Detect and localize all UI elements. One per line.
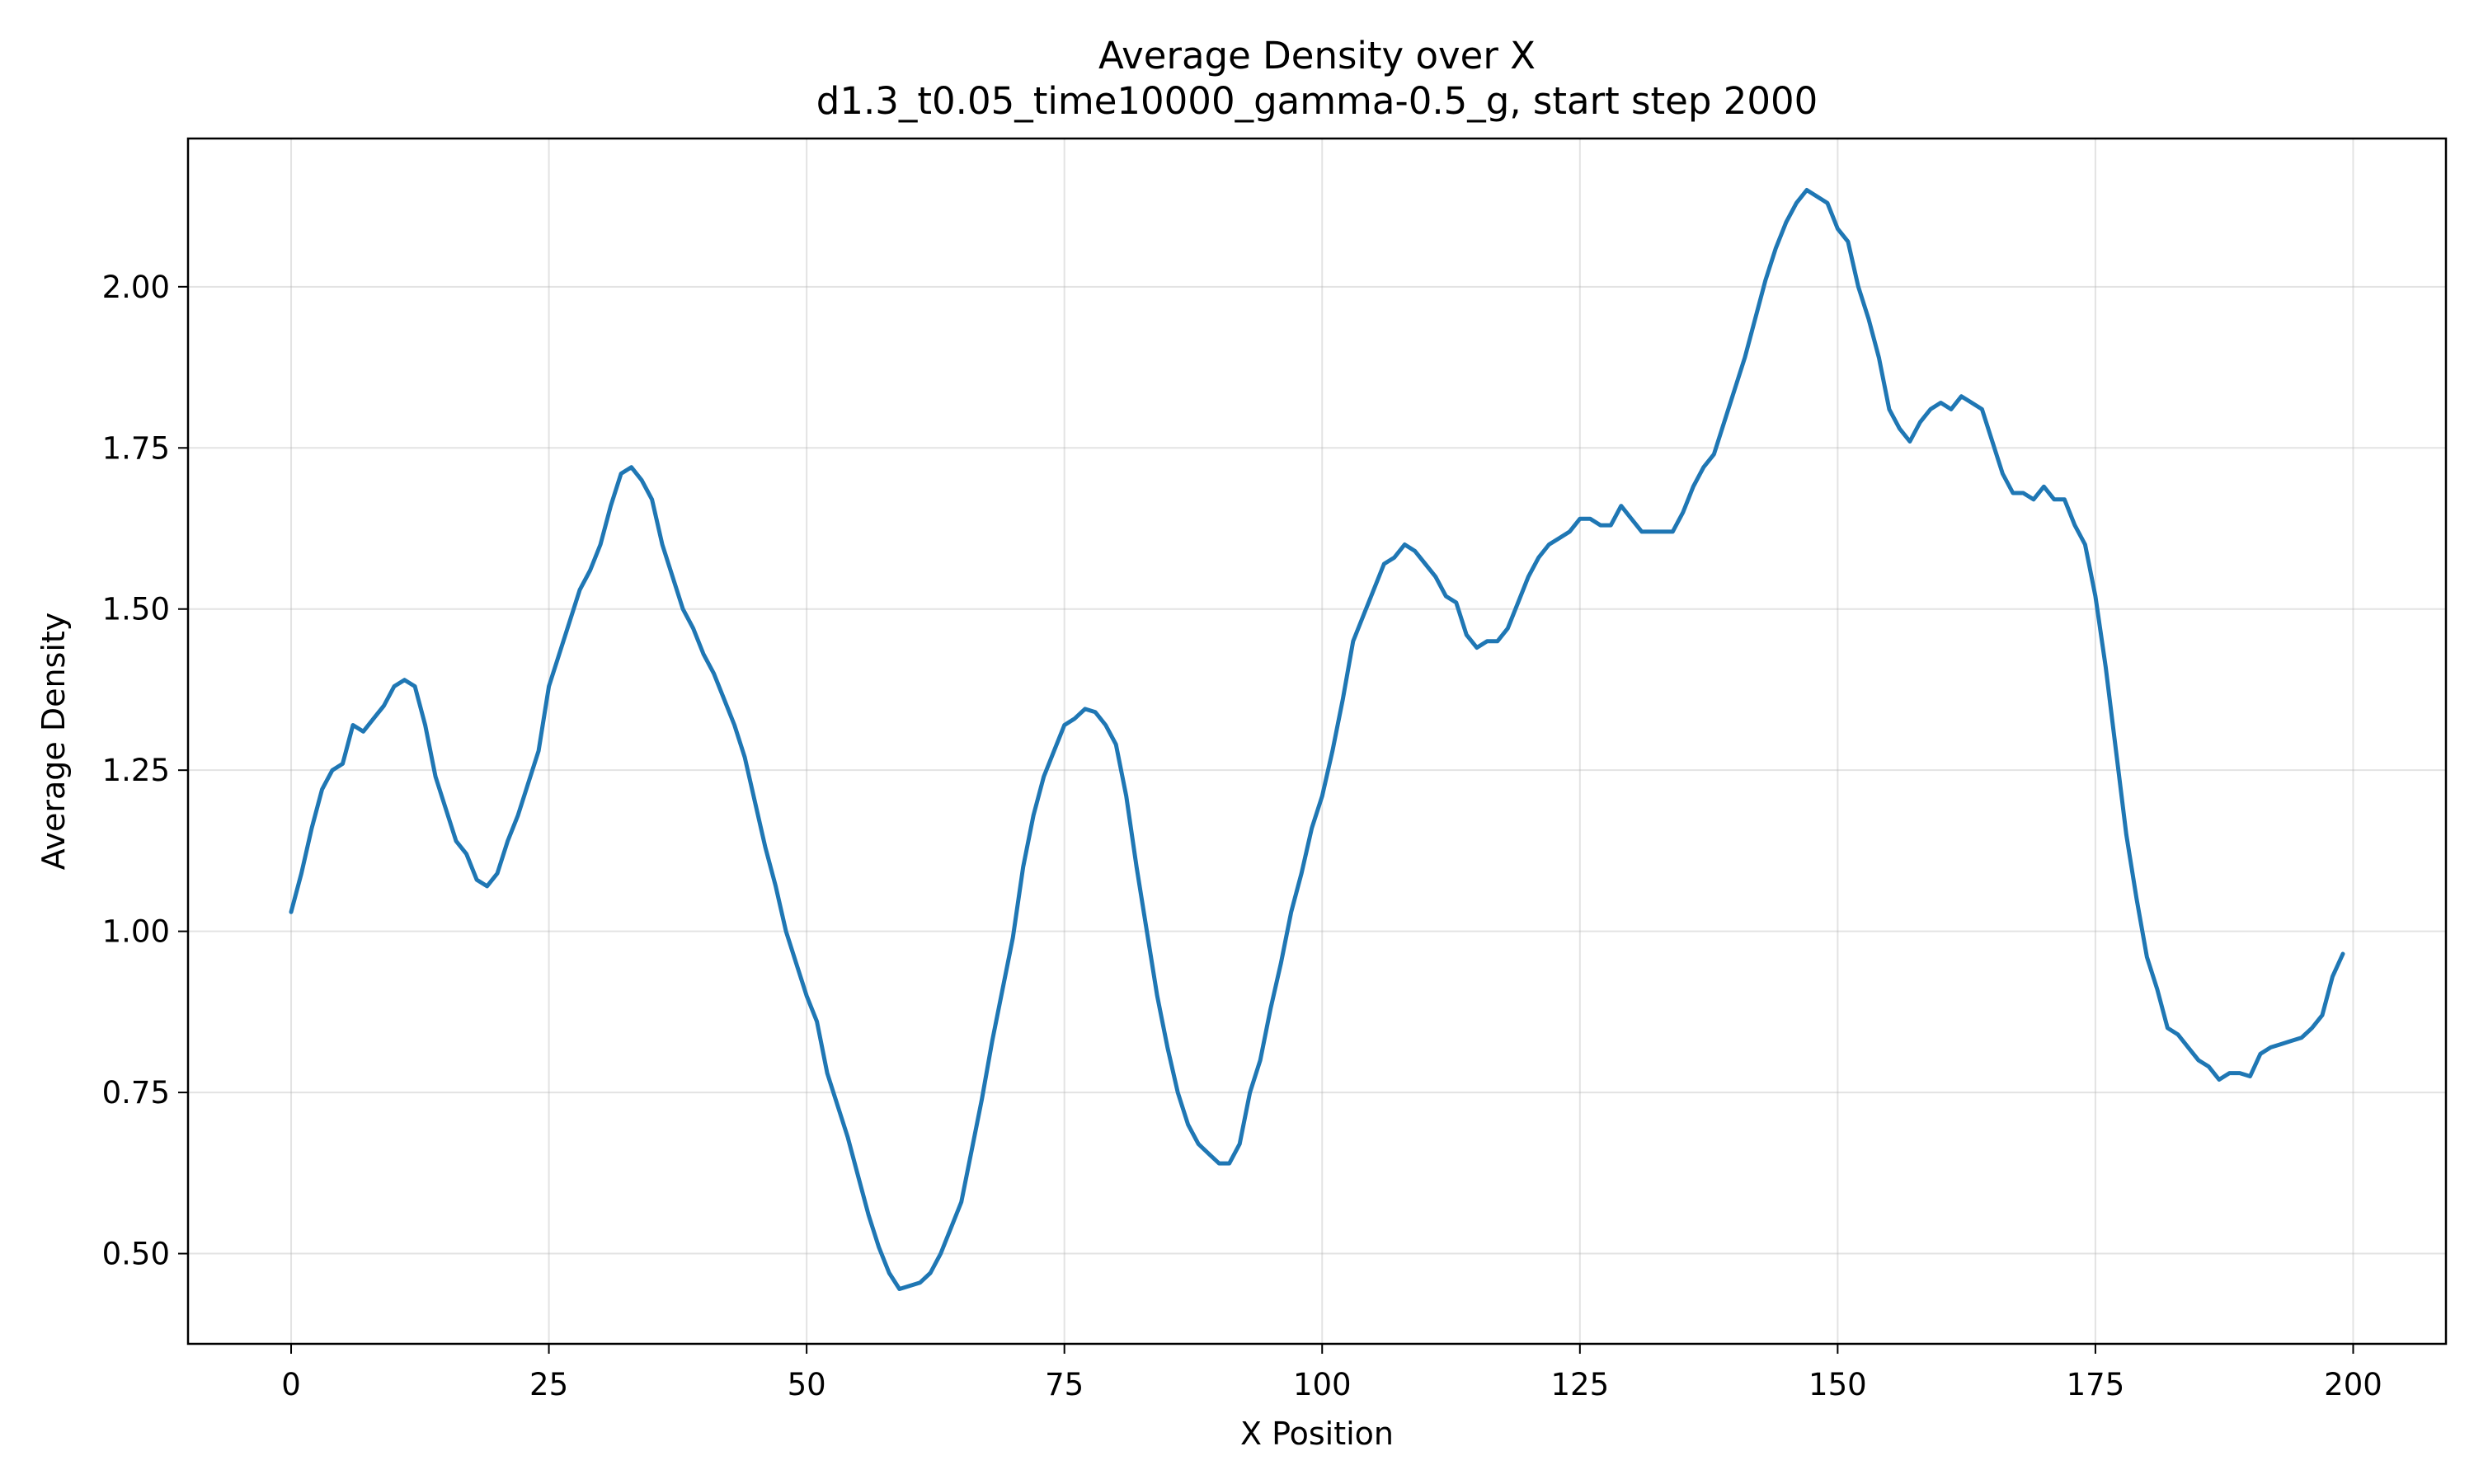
x-tick-label: 100 <box>1293 1367 1352 1402</box>
series-layer <box>289 188 2345 1291</box>
y-tick-label: 2.00 <box>102 270 170 305</box>
x-tick-label: 150 <box>1808 1367 1867 1402</box>
density-series-line <box>289 188 2345 1291</box>
y-tick-label: 0.75 <box>102 1075 170 1111</box>
y-tick-label: 1.00 <box>102 914 170 950</box>
x-tick-label: 75 <box>1045 1367 1084 1402</box>
y-tick-label: 1.50 <box>102 592 170 627</box>
plot-area-frame <box>186 137 2448 1345</box>
grid-lines <box>188 139 2446 1344</box>
x-tick-label: 125 <box>1550 1367 1609 1402</box>
chart-subtitle: d1.3_t0.05_time10000_gamma-0.5_g, start … <box>816 79 1818 123</box>
x-tick-label: 200 <box>2324 1367 2382 1402</box>
y-axis-label: Average Density <box>35 613 72 871</box>
x-tick-label: 175 <box>2067 1367 2125 1402</box>
x-tick-label: 0 <box>281 1367 301 1402</box>
chart-title: Average Density over X <box>1098 34 1536 77</box>
y-axis-ticks: 0.50 0.75 1.00 1.25 1.50 1.75 2.00 <box>102 270 188 1272</box>
y-tick-label: 1.25 <box>102 753 170 788</box>
y-tick-label: 0.50 <box>102 1237 170 1272</box>
x-axis-ticks: 0 25 50 75 100 125 150 175 200 <box>281 1344 2382 1402</box>
x-tick-label: 50 <box>788 1367 826 1402</box>
x-axis-label: X Position <box>1240 1416 1394 1452</box>
x-tick-label: 25 <box>529 1367 568 1402</box>
y-tick-label: 1.75 <box>102 430 170 466</box>
